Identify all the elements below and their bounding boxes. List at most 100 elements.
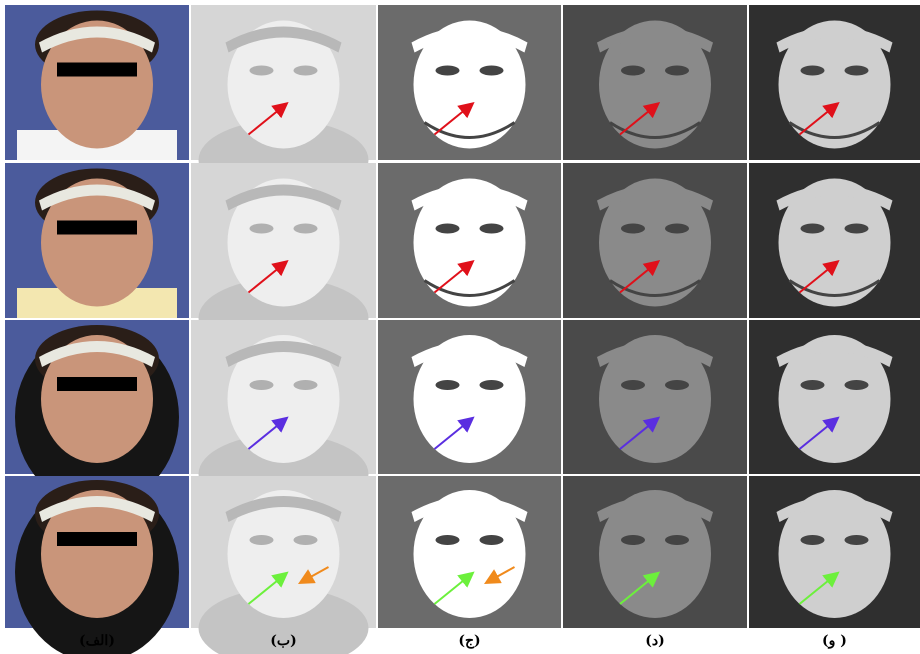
eye [293,223,318,234]
headband [597,184,713,211]
eye-bar [57,532,137,546]
headband [411,26,528,53]
arrow [433,101,475,136]
chin-line [609,121,701,139]
face [41,335,153,463]
headband [411,184,528,211]
face [413,490,526,618]
eye [249,223,274,234]
face [778,490,891,618]
face [227,490,340,618]
face [599,335,711,463]
eye [800,223,825,234]
eye [665,223,689,234]
eye [479,535,504,545]
shoulders [198,588,369,654]
panel-label: (د) [645,633,664,649]
eye [621,65,645,76]
headband [225,184,342,211]
headband [776,184,893,211]
arrow [619,416,661,450]
face [778,20,891,149]
chin-line [423,279,516,297]
headband [411,341,528,367]
eye [665,65,689,76]
eye [249,65,274,76]
eye [479,223,504,234]
panel-label: (ب) [270,633,296,649]
arrow [433,416,475,450]
panel-label: (ج) [458,633,480,649]
arrow [798,259,840,294]
headband [597,496,713,522]
eye-bar [57,220,137,235]
eye [249,535,274,545]
arrow [247,101,289,136]
eye [293,535,318,545]
face [599,178,711,307]
eye [665,535,689,545]
arrow [798,101,840,136]
face [778,178,891,307]
eye [435,380,460,390]
arrow [298,566,329,584]
arrow [433,259,475,294]
face [227,335,340,463]
face [227,178,340,307]
panel-label: (الف) [79,633,115,649]
face [778,335,891,463]
eye-bar [57,377,137,391]
headband [597,26,713,53]
chin-line [423,121,516,139]
arrow [798,416,840,450]
eye [800,535,825,545]
eye [621,535,645,545]
eye [293,65,318,76]
eye [665,380,689,390]
panel-labels: (الف) (ب) (ج) (د) (و ) [79,633,847,649]
face [413,20,526,149]
headband [39,184,155,211]
face [599,490,711,618]
eye [844,223,869,234]
headband [39,496,155,522]
face [41,178,153,307]
arrow [484,566,515,584]
face [227,20,340,149]
eye [435,223,460,234]
eye [293,380,318,390]
eye [249,380,274,390]
panel-label: (و ) [822,633,847,649]
headband [39,26,155,53]
arrow [247,259,289,294]
arrow [798,571,840,605]
face [41,490,153,618]
chin-line [788,121,881,139]
headband [597,341,713,367]
eye [479,380,504,390]
eye [621,223,645,234]
eye [800,380,825,390]
chin-line [609,279,701,297]
headband [225,496,342,522]
arrow [247,416,289,450]
arrow [247,571,289,605]
eye [844,535,869,545]
arrow [433,571,475,605]
arrow [619,101,661,136]
image-grid [5,5,920,654]
headband [39,341,155,367]
eye [435,65,460,76]
arrow [619,571,661,605]
face [41,20,153,149]
eye [621,380,645,390]
headband [776,496,893,522]
eye [479,65,504,76]
eye [844,65,869,76]
eye [844,380,869,390]
eye [435,535,460,545]
face [413,178,526,307]
eye [800,65,825,76]
headband [225,341,342,367]
